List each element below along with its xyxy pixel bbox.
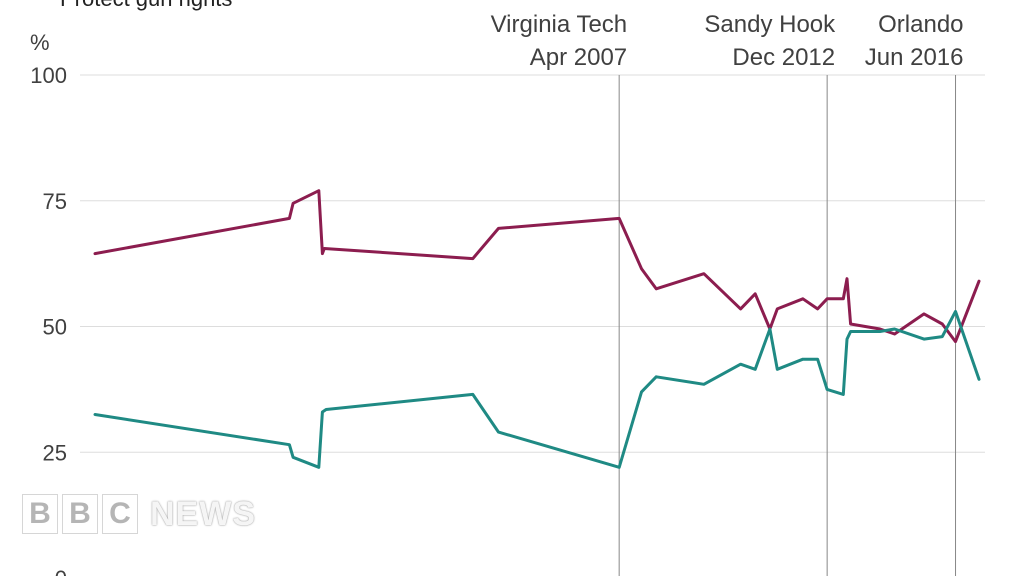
series-line-1 xyxy=(93,309,981,469)
y-tick-label-75: 75 xyxy=(43,189,67,214)
news-wordmark: NEWS xyxy=(150,494,256,533)
y-tick-label-50: 50 xyxy=(43,315,67,340)
event-markers: Virginia Tech Apr 2007 Sandy Hook Dec 2012 O… xyxy=(491,11,964,576)
event-date-1: Dec 2012 xyxy=(732,44,835,71)
series-lines xyxy=(93,189,981,469)
bbc-letter-3: C xyxy=(102,494,138,534)
series-line-0 xyxy=(93,189,981,344)
y-tick-label-100: 100 xyxy=(30,63,67,88)
gridlines xyxy=(80,74,985,453)
y-axis-unit-label: % xyxy=(30,30,50,55)
bbc-news-logo: B B C NEWS xyxy=(22,494,256,534)
event-name-0: Virginia Tech xyxy=(491,11,628,38)
event-name-2: Orlando xyxy=(878,11,963,38)
event-name-1: Sandy Hook xyxy=(704,11,836,38)
event-date-2: Jun 2016 xyxy=(865,44,964,71)
y-tick-label-25: 25 xyxy=(43,440,67,465)
bbc-letter-2: B xyxy=(62,494,98,534)
y-tick-label-0: 0 xyxy=(55,566,67,576)
bbc-letter-1: B xyxy=(22,494,58,534)
legend-label-partial: Protect gun rights xyxy=(60,0,232,11)
y-tick-labels: 0 25 50 75 100 xyxy=(30,63,67,576)
event-date-0: Apr 2007 xyxy=(530,44,627,71)
